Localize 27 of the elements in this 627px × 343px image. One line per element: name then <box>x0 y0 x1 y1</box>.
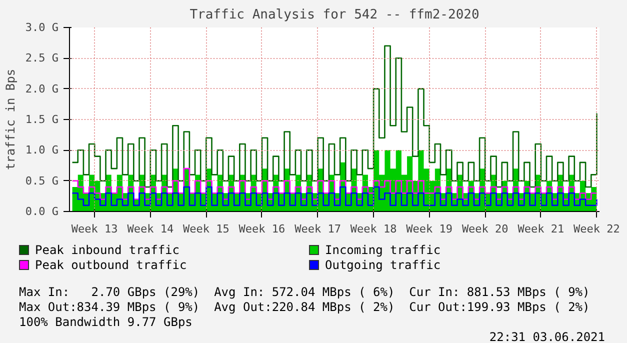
y-tick-label: 0.0 G <box>25 205 59 218</box>
x-tick-label: Week 22 <box>574 222 620 236</box>
y-tick-label: 1.0 G <box>25 144 59 157</box>
legend-label: Peak outbound traffic <box>34 258 188 273</box>
x-tick-label: Week 20 <box>462 222 508 236</box>
text: 100% Bandwidth 9.77 GBps <box>19 315 194 330</box>
y-tick-label: 3.0 G <box>25 21 59 34</box>
text: Max In: 2.70 GBps (29%) Avg In: 572.04 MBps ( 6%) Cur In: 881.53 MBps ( 9%) <box>19 285 591 300</box>
x-tick-label: Week 21 <box>518 222 564 236</box>
legend-label: Outgoing traffic <box>324 258 442 273</box>
y-tick-label: 0.5 G <box>25 174 59 188</box>
legend-label: Peak inbound traffic <box>34 243 180 258</box>
y-axis-title: traffic in Bps <box>3 68 18 170</box>
y-tick-label: 2.0 G <box>25 82 59 96</box>
x-tick-label: Week 16 <box>238 222 286 236</box>
legend-label: Incoming traffic <box>324 243 442 258</box>
chart-title: Traffic Analysis for 542 -- ffm2-2020 <box>190 8 480 22</box>
text: 22:31 03.06.2021 <box>488 330 605 343</box>
y-tick-label: 1.5 G <box>25 113 59 126</box>
x-tick-label: Week 15 <box>183 222 230 236</box>
x-tick-label: Week 18 <box>350 222 397 236</box>
x-tick-label: Week 13 <box>71 222 118 236</box>
x-tick-label: Week 17 <box>294 222 341 236</box>
text: Max Out:834.39 MBps ( 9%) Avg Out:220.84 MBps ( 2%) Cur Out:199.93 MBps ( 2%) <box>19 300 591 315</box>
x-tick-label: Week 19 <box>406 222 453 236</box>
x-tick-label: Week 14 <box>127 222 174 236</box>
y-tick-label: 2.5 G <box>25 52 59 65</box>
